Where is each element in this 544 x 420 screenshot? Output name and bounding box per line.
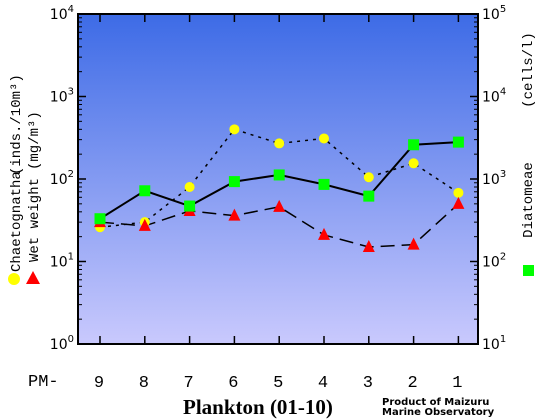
- legend-label-diatomeae: Diatomeae: [521, 162, 537, 238]
- chaetognatha-point: [319, 133, 329, 144]
- right-axis-tick-label: 105: [482, 4, 506, 23]
- diatomeae-point: [184, 200, 196, 212]
- right-axis-tick-label: 101: [482, 334, 506, 353]
- wet-weight-point: [318, 227, 330, 240]
- x-tick-label: 3: [363, 374, 373, 393]
- wet-weight-point: [362, 239, 375, 252]
- x-tick-label: 6: [228, 374, 238, 393]
- x-tick-label: 4: [318, 374, 328, 393]
- diatomeae-point: [273, 169, 285, 181]
- right-axis-tick-label: 103: [482, 169, 506, 188]
- wet-weight-point: [407, 237, 420, 250]
- legend-label-wet-weight: Wet weight: [27, 178, 43, 262]
- chaetognatha-point: [184, 181, 195, 192]
- diatomeae-point: [139, 185, 151, 197]
- left-axis-tick-label: 100: [50, 334, 74, 353]
- left-axis-unit-2: (mg/m³): [27, 111, 43, 170]
- diatomeae-point: [318, 178, 330, 190]
- credit-line-1: Product of Maizuru: [382, 397, 489, 408]
- legend-circle-marker: [8, 273, 20, 285]
- left-axis-unit-1: (inds./10m³): [9, 74, 25, 175]
- diatomeae-point: [94, 213, 106, 225]
- left-axis-tick-label: 101: [50, 252, 74, 271]
- x-tick-label: 5: [273, 374, 283, 393]
- chaetognatha-point: [408, 158, 419, 169]
- x-tick-label: 1: [452, 374, 462, 393]
- left-axis-tick-label: 103: [50, 87, 74, 106]
- right-axis-tick-labels: 101 102 103 104 105: [482, 4, 506, 353]
- wet-weight-point: [228, 208, 241, 221]
- left-axis-tick-label: 102: [50, 169, 74, 188]
- right-axis-unit: (cells/l): [521, 32, 537, 108]
- x-axis-tick-labels: 9 8 7 6 5 4 3 2 1: [94, 374, 463, 393]
- series-markers: [94, 124, 465, 252]
- legend-label-chaetognatha: Chaetognatha: [9, 171, 25, 272]
- x-tick-label: 8: [139, 374, 149, 393]
- diatomeae-point: [408, 139, 420, 151]
- chart-title: Plankton (01-10): [183, 395, 333, 419]
- right-axis-tick-label: 104: [482, 87, 506, 106]
- diatomeae-point: [228, 176, 240, 188]
- wet-weight-point: [452, 196, 465, 209]
- x-tick-label: 7: [183, 374, 193, 393]
- credit-line-2: Marine Observatory: [382, 407, 495, 418]
- left-axis-tick-label: 104: [50, 4, 74, 23]
- left-axis-tick-labels: 100 101 102 103 104: [50, 4, 74, 353]
- plot-frame: [77, 13, 479, 345]
- chaetognatha-point: [453, 187, 464, 198]
- x-tick-label: 2: [407, 374, 417, 393]
- chaetognatha-point: [274, 138, 285, 149]
- diatomeae-point: [363, 190, 375, 202]
- wet-weight-point: [138, 218, 151, 231]
- diatomeae-point: [452, 136, 464, 148]
- legend-square-marker: [523, 265, 534, 276]
- right-axis-tick-label: 102: [482, 252, 506, 271]
- chaetognatha-point: [363, 172, 374, 183]
- legend-triangle-marker: [26, 271, 40, 284]
- x-tick-label: 9: [94, 374, 104, 393]
- wet-weight-point: [273, 199, 286, 212]
- x-axis-prefix: PM-: [28, 373, 59, 392]
- chaetognatha-line: [99, 128, 459, 229]
- chaetognatha-point: [229, 124, 240, 135]
